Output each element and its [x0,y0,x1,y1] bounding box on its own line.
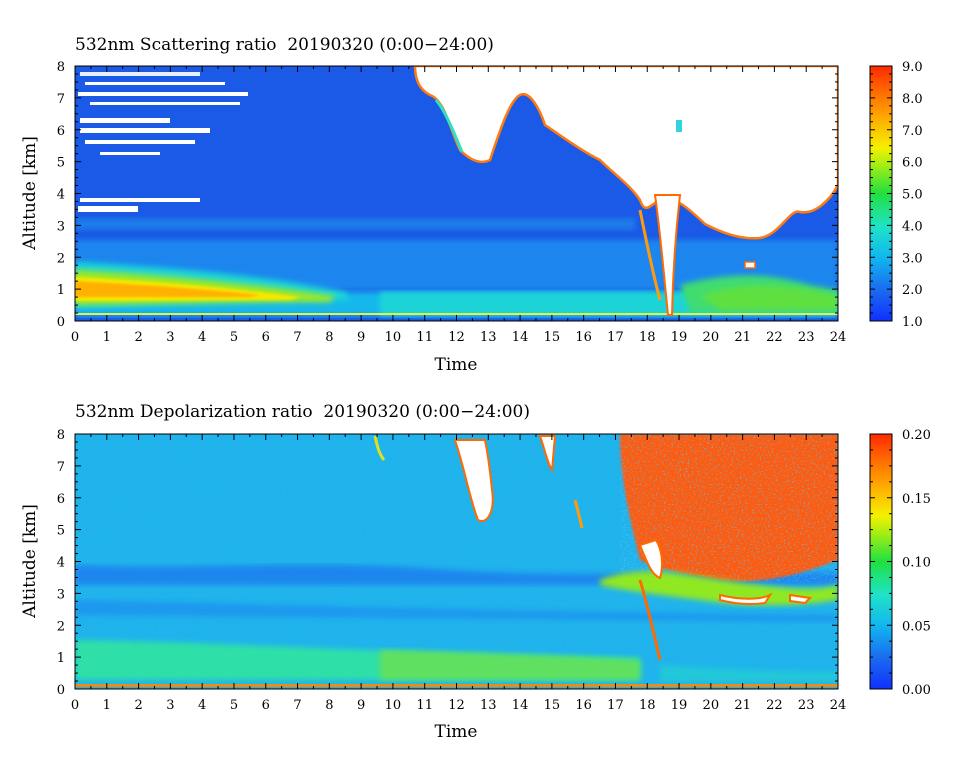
x-tick-label: 14 [512,330,529,345]
y-tick-label: 2 [57,251,65,266]
x-tick-label: 17 [607,330,624,345]
x-tick-label: 0 [71,330,79,345]
colorbar-tick-label: 0.15 [902,492,931,507]
x-tick-label: 8 [325,698,333,713]
y-tick-label: 6 [57,492,65,507]
x-tick-label: 11 [416,330,433,345]
x-tick-label: 21 [734,330,751,345]
x-tick-label: 11 [416,698,433,713]
x-tick-label: 15 [544,330,561,345]
y-tick-label: 1 [57,283,65,298]
x-axis: 0 1 2 3 4 5 6 7 8 9 10 11 12 13 14 15 16 17 18 19 20 21 22 23 24 [71,434,846,713]
colorbar-tick-label: 6.0 [902,156,923,171]
x-tick-label: 22 [766,698,783,713]
depolarization-ratio-panel: 532nm Depolarization ratio 20190320 (0:0… [20,402,931,742]
scattering-ratio-panel: 532nm Scattering ratio 20190320 (0:00−24… [20,35,923,375]
y-axis-label: Altitude [km] [20,136,40,251]
x-tick-label: 7 [293,330,301,345]
x-axis-label: Time [435,722,478,742]
y-tick-label: 8 [57,428,65,443]
x-tick-label: 1 [103,698,111,713]
x-tick-label: 6 [262,330,270,345]
x-tick-label: 2 [134,330,142,345]
x-tick-label: 3 [166,330,174,345]
x-tick-label: 14 [512,698,529,713]
x-tick-label: 23 [798,698,815,713]
x-tick-label: 13 [480,330,497,345]
y-tick-label: 4 [57,188,65,203]
x-tick-label: 0 [71,698,79,713]
colorbar-tick-label: 4.0 [902,219,923,234]
x-tick-label: 20 [703,330,720,345]
x-tick-label: 18 [639,698,656,713]
x-tick-label: 20 [703,698,720,713]
y-tick-label: 3 [57,587,65,602]
y-tick-label: 0 [57,315,65,330]
colorbar-tick-label: 0.20 [902,428,931,443]
x-tick-label: 22 [766,330,783,345]
colorbar-tick-label: 9.0 [902,60,923,75]
y-tick-label: 1 [57,651,65,666]
x-axis: 0 1 2 3 4 5 6 7 8 9 10 11 12 13 14 15 16 17 18 19 20 21 22 23 24 [71,66,846,345]
x-tick-label: 24 [830,330,847,345]
x-tick-label: 19 [671,330,688,345]
x-tick-label: 6 [262,698,270,713]
x-tick-label: 18 [639,330,656,345]
colorbar-tick-label: 0.05 [902,619,931,634]
x-axis-label: Time [435,355,478,375]
x-tick-label: 17 [607,698,624,713]
x-tick-label: 5 [230,330,238,345]
y-tick-label: 2 [57,619,65,634]
y-axis: 0 1 2 3 4 5 6 7 8 [57,60,838,330]
x-tick-label: 15 [544,698,561,713]
x-tick-label: 19 [671,698,688,713]
chart-title: 532nm Scattering ratio 20190320 (0:00−24… [75,35,494,55]
x-tick-label: 16 [575,330,592,345]
y-axis: 0 1 2 3 4 5 6 7 8 [57,428,838,698]
colorbar-tick-label: 0.10 [902,556,931,571]
x-tick-label: 1 [103,330,111,345]
x-tick-label: 8 [325,330,333,345]
colorbar-tick-label: 2.0 [902,283,923,298]
x-tick-label: 9 [357,698,365,713]
x-tick-label: 21 [734,698,751,713]
x-tick-label: 4 [198,330,206,345]
colorbar-tick-label: 0.00 [902,683,931,698]
colorbar-tick-label: 8.0 [902,92,923,107]
y-tick-label: 7 [57,460,65,475]
y-tick-label: 6 [57,124,65,139]
x-tick-label: 10 [385,698,402,713]
y-tick-label: 3 [57,219,65,234]
colorbar: 0.00 0.05 0.10 0.15 0.20 [869,428,931,698]
colorbar-tick-label: 1.0 [902,315,923,330]
x-tick-label: 9 [357,330,365,345]
x-tick-label: 23 [798,330,815,345]
y-tick-label: 7 [57,92,65,107]
y-tick-label: 4 [57,556,65,571]
y-tick-label: 8 [57,60,65,75]
x-tick-label: 4 [198,698,206,713]
y-tick-label: 0 [57,683,65,698]
x-tick-label: 3 [166,698,174,713]
y-tick-label: 5 [57,524,65,539]
x-tick-label: 5 [230,698,238,713]
x-tick-label: 12 [448,698,465,713]
x-tick-label: 7 [293,698,301,713]
colorbar: 1.0 2.0 3.0 4.0 5.0 6.0 7.0 8.0 9.0 [869,60,923,330]
colorbar-tick-label: 5.0 [902,188,923,203]
scattering-ratio-field [75,66,838,321]
x-tick-label: 12 [448,330,465,345]
x-tick-label: 24 [830,698,847,713]
x-tick-label: 16 [575,698,592,713]
depolarization-ratio-field [75,434,838,689]
x-tick-label: 10 [385,330,402,345]
y-tick-label: 5 [57,156,65,171]
x-tick-label: 2 [134,698,142,713]
colorbar-tick-label: 3.0 [902,251,923,266]
y-axis-label: Altitude [km] [20,504,40,619]
chart-title: 532nm Depolarization ratio 20190320 (0:0… [75,402,530,422]
x-tick-label: 13 [480,698,497,713]
colorbar-tick-label: 7.0 [902,124,923,139]
